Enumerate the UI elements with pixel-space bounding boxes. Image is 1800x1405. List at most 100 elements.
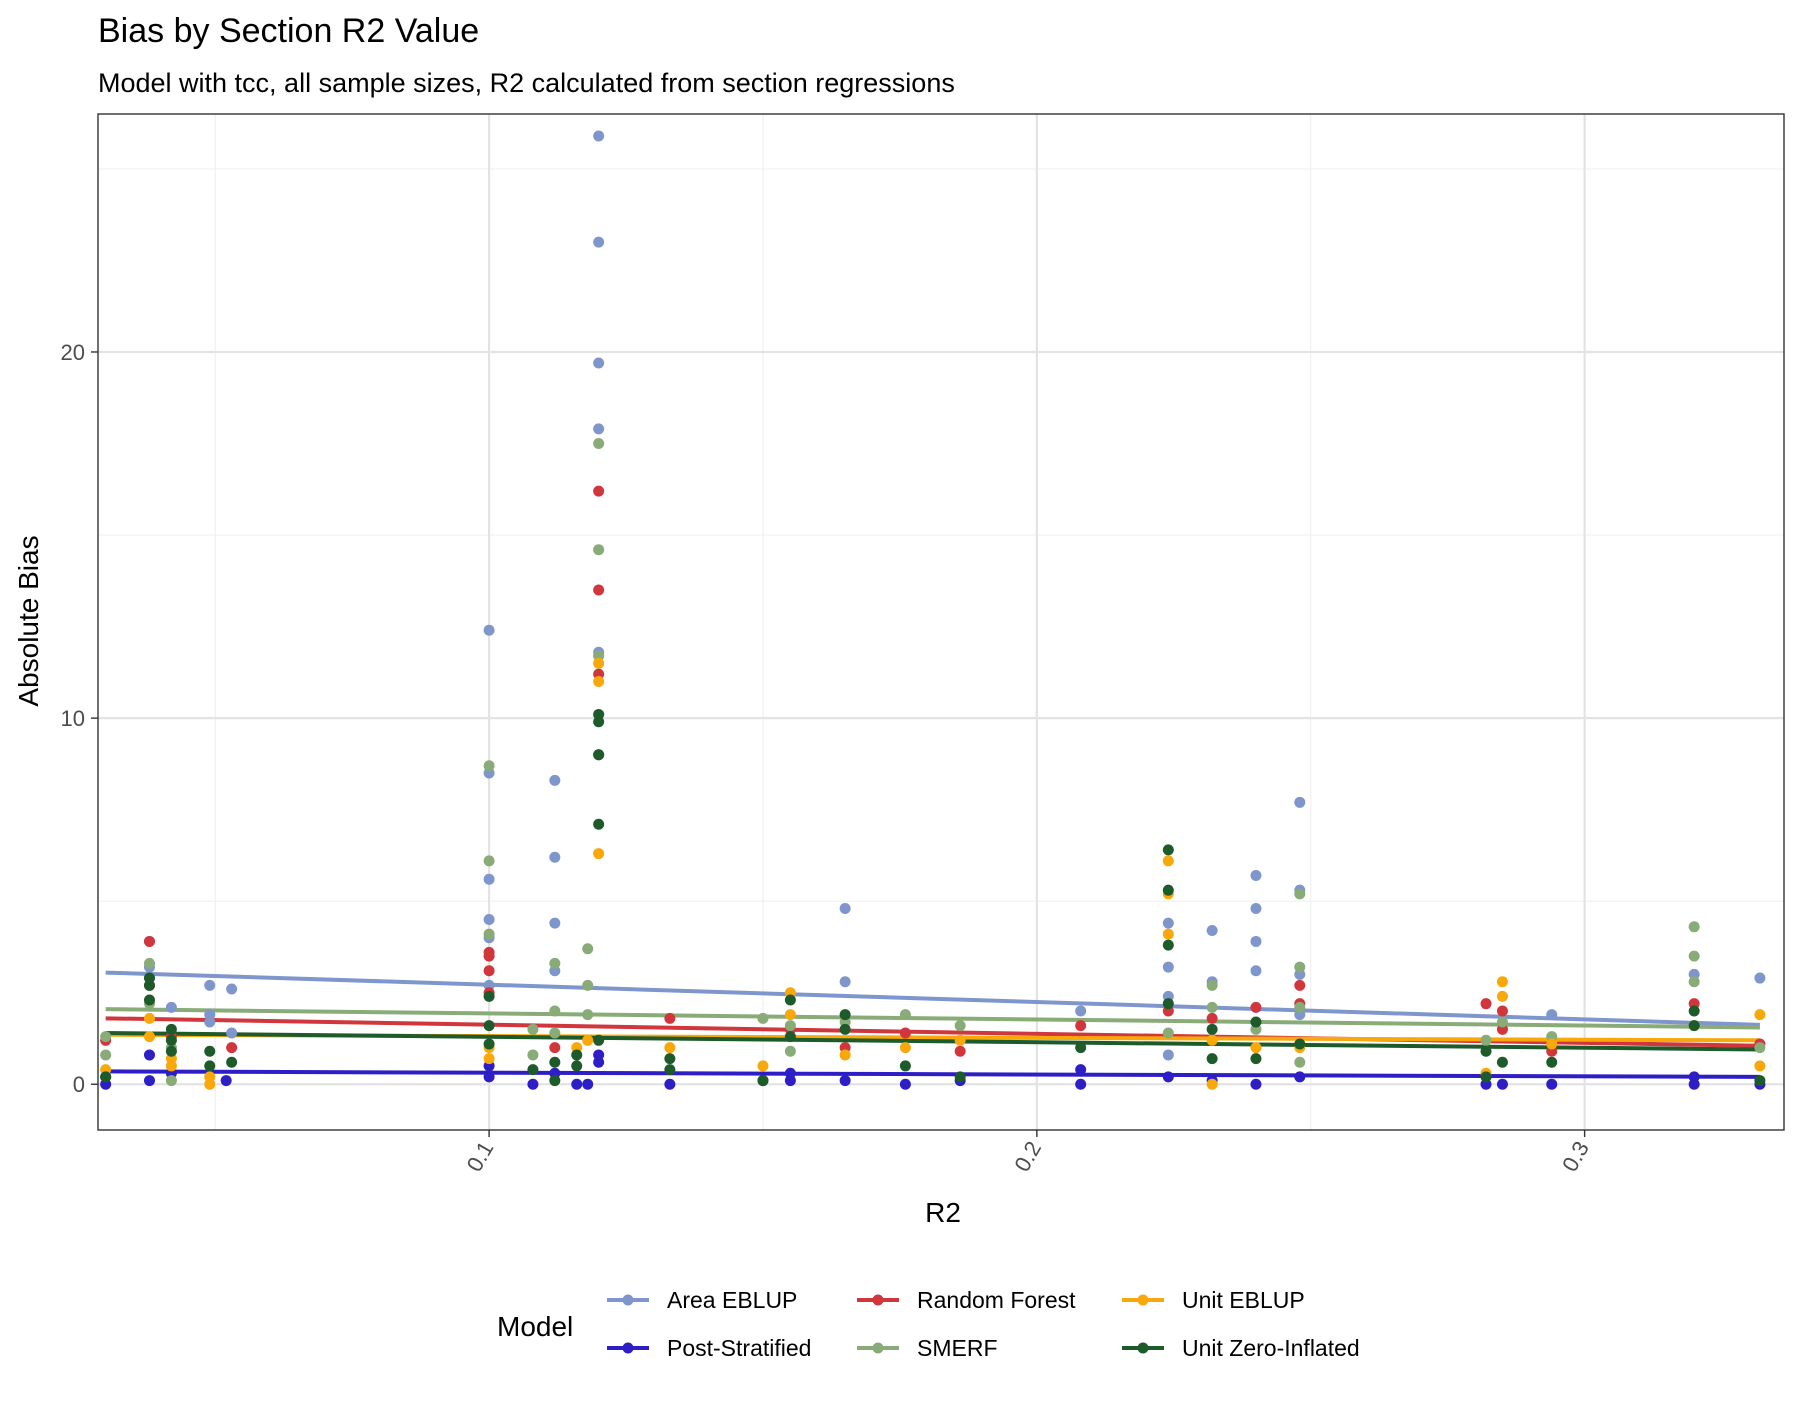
point-unit-zero-inflated	[593, 818, 605, 830]
point-unit-zero-inflated	[1162, 939, 1174, 951]
legend: Model Area EBLUP Post-Stratified Random Fo…	[497, 1287, 1360, 1361]
point-smerf	[1496, 1016, 1508, 1028]
point-area-eblup	[226, 1027, 238, 1039]
point-post-stratified	[1162, 1071, 1174, 1083]
point-area-eblup	[226, 983, 238, 995]
chart-title: Bias by Section R2 Value	[98, 12, 479, 50]
point-unit-zero-inflated	[593, 1034, 605, 1046]
point-area-eblup	[549, 774, 561, 786]
point-area-eblup	[1250, 870, 1262, 882]
point-unit-eblup	[1546, 1038, 1558, 1050]
point-area-eblup	[1162, 961, 1174, 973]
point-unit-eblup	[1496, 990, 1508, 1002]
point-random-forest	[483, 965, 495, 977]
point-unit-zero-inflated	[204, 1045, 216, 1057]
point-random-forest	[143, 935, 155, 947]
point-unit-zero-inflated	[1162, 998, 1174, 1010]
point-smerf	[593, 438, 605, 450]
point-unit-zero-inflated	[1250, 1053, 1262, 1065]
axis-layer: 0 10 20 0.1 0.2 0.3	[61, 340, 1594, 1176]
panel-border	[97, 113, 1785, 1131]
point-random-forest	[954, 1045, 966, 1057]
point-post-stratified	[220, 1075, 232, 1087]
point-random-forest	[1294, 979, 1306, 991]
point-smerf	[582, 1009, 594, 1021]
point-unit-eblup	[593, 848, 605, 860]
point-smerf	[549, 1005, 561, 1017]
point-smerf	[483, 928, 495, 940]
legend-title: Model	[497, 1311, 573, 1342]
point-area-eblup	[1754, 972, 1766, 984]
point-unit-zero-inflated	[165, 1045, 177, 1057]
point-smerf	[100, 1049, 112, 1061]
point-post-stratified	[593, 1049, 605, 1061]
point-smerf	[1294, 1056, 1306, 1068]
point-unit-zero-inflated	[784, 994, 796, 1006]
point-unit-zero-inflated	[839, 1009, 851, 1021]
point-area-eblup	[1250, 935, 1262, 947]
point-unit-eblup	[143, 1012, 155, 1024]
point-smerf	[1294, 961, 1306, 973]
point-unit-zero-inflated	[527, 1064, 539, 1076]
point-post-stratified	[143, 1049, 155, 1061]
point-unit-eblup	[1250, 1042, 1262, 1054]
point-unit-zero-inflated	[1496, 1056, 1508, 1068]
point-post-stratified	[1546, 1078, 1558, 1090]
point-smerf	[1294, 1001, 1306, 1013]
point-unit-eblup	[1162, 855, 1174, 867]
point-smerf	[100, 1031, 112, 1043]
point-smerf	[483, 760, 495, 772]
point-random-forest	[1480, 998, 1492, 1010]
point-smerf	[1206, 1001, 1218, 1013]
legend-label-area-eblup: Area EBLUP	[667, 1287, 797, 1313]
point-post-stratified	[1075, 1064, 1087, 1076]
point-random-forest	[1206, 1012, 1218, 1024]
point-smerf	[1688, 921, 1700, 933]
point-unit-eblup	[593, 657, 605, 669]
point-unit-zero-inflated	[1480, 1045, 1492, 1057]
point-smerf	[1688, 976, 1700, 988]
point-unit-zero-inflated	[664, 1053, 676, 1065]
point-unit-eblup	[204, 1078, 216, 1090]
point-smerf	[1480, 1034, 1492, 1046]
point-unit-zero-inflated	[593, 749, 605, 761]
point-unit-eblup	[582, 1034, 594, 1046]
point-area-eblup	[1250, 902, 1262, 914]
point-area-eblup	[204, 1016, 216, 1028]
point-smerf	[582, 943, 594, 955]
trend-line-post-stratified	[105, 1069, 1760, 1079]
point-smerf	[527, 1023, 539, 1035]
point-area-eblup	[204, 979, 216, 991]
point-unit-zero-inflated	[143, 994, 155, 1006]
point-unit-eblup	[165, 1060, 177, 1072]
point-unit-eblup	[593, 675, 605, 687]
point-smerf	[757, 1012, 769, 1024]
point-unit-zero-inflated	[143, 979, 155, 991]
point-post-stratified	[1075, 1078, 1087, 1090]
point-area-eblup	[549, 851, 561, 863]
point-random-forest	[593, 485, 605, 497]
point-random-forest	[1496, 1005, 1508, 1017]
point-random-forest	[664, 1012, 676, 1024]
point-random-forest	[483, 950, 495, 962]
point-smerf	[1294, 888, 1306, 900]
point-post-stratified	[784, 1067, 796, 1079]
point-smerf	[593, 544, 605, 556]
point-unit-eblup	[1496, 976, 1508, 988]
x-tick-label: 0.2	[1009, 1137, 1046, 1176]
point-post-stratified	[1496, 1078, 1508, 1090]
point-area-eblup	[593, 357, 605, 369]
point-unit-zero-inflated	[757, 1075, 769, 1087]
point-random-forest	[899, 1027, 911, 1039]
point-unit-eblup	[143, 1031, 155, 1043]
point-area-eblup	[165, 1001, 177, 1013]
point-post-stratified	[143, 1075, 155, 1087]
legend-key-point-unit-eblup	[1137, 1294, 1149, 1306]
point-smerf	[899, 1009, 911, 1021]
point-area-eblup	[549, 917, 561, 929]
point-unit-zero-inflated	[1546, 1056, 1558, 1068]
point-random-forest	[593, 584, 605, 596]
legend-key-point-post-stratified	[622, 1342, 634, 1354]
